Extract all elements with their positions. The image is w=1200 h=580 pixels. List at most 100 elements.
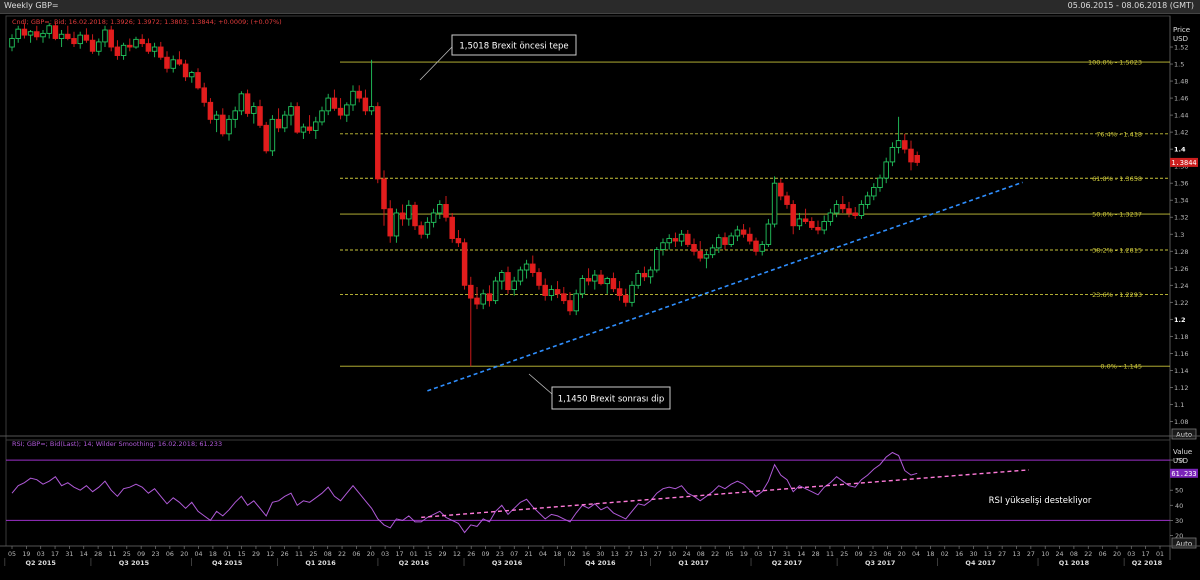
time-quarter-label: Q4 2015 bbox=[212, 559, 243, 567]
candle-body bbox=[635, 272, 641, 286]
candle bbox=[244, 89, 251, 117]
time-day-label: 05 bbox=[8, 551, 16, 558]
candle bbox=[716, 234, 722, 253]
candle bbox=[294, 102, 300, 134]
candle bbox=[350, 85, 356, 111]
time-day-label: 17 bbox=[1142, 551, 1150, 558]
candle bbox=[877, 174, 883, 192]
candle-body bbox=[139, 38, 145, 45]
time-quarter-label: Q2 2015 bbox=[25, 559, 56, 567]
candle bbox=[771, 176, 778, 228]
candle bbox=[598, 270, 604, 286]
fib-level-label: 38.2% - 1.2815 bbox=[1092, 247, 1142, 255]
candle-body bbox=[337, 107, 344, 116]
candle bbox=[623, 288, 629, 307]
fib-label-bg bbox=[1094, 290, 1144, 298]
candle-body bbox=[604, 278, 610, 285]
price-tick-label: 1.5 bbox=[1174, 61, 1184, 69]
candle-body bbox=[641, 272, 648, 278]
annotation-bottom-box bbox=[551, 386, 671, 410]
candle-body bbox=[83, 34, 90, 41]
candle-body bbox=[120, 44, 127, 56]
candle bbox=[740, 224, 747, 238]
time-day-label: 16 bbox=[955, 551, 963, 558]
candle bbox=[703, 251, 710, 269]
candle bbox=[313, 116, 319, 139]
candle bbox=[189, 70, 195, 83]
candle-body bbox=[548, 289, 555, 296]
candle-body bbox=[344, 104, 350, 116]
candle-body bbox=[257, 106, 263, 126]
candle bbox=[561, 287, 567, 305]
candle bbox=[604, 276, 610, 294]
price-tick-label: 1.2 bbox=[1174, 316, 1186, 324]
candle-body bbox=[158, 46, 164, 58]
candle bbox=[96, 38, 102, 56]
time-day-label: 25 bbox=[309, 551, 317, 558]
candle bbox=[300, 123, 307, 139]
candle bbox=[418, 221, 424, 239]
candle-body bbox=[722, 237, 728, 245]
time-day-label: 10 bbox=[668, 551, 676, 558]
time-day-label: 30 bbox=[596, 551, 604, 558]
candle-body bbox=[623, 295, 629, 303]
candle bbox=[46, 23, 52, 39]
candle bbox=[455, 230, 462, 248]
candle bbox=[765, 218, 772, 248]
rsi-auto-button-label: Auto bbox=[1176, 540, 1192, 548]
candle bbox=[660, 238, 666, 256]
time-day-label: 06 bbox=[1099, 551, 1107, 558]
time-day-label: 11 bbox=[108, 551, 116, 558]
candle-body bbox=[201, 87, 207, 103]
time-day-label: 09 bbox=[137, 551, 145, 558]
candle bbox=[697, 241, 703, 262]
candle bbox=[895, 116, 902, 154]
candle bbox=[368, 59, 375, 116]
candle bbox=[499, 270, 505, 290]
price-auto-button[interactable] bbox=[1171, 428, 1197, 440]
time-quarter-label: Q3 2015 bbox=[119, 559, 150, 567]
candle bbox=[592, 270, 598, 290]
candle bbox=[337, 98, 344, 120]
candle-body bbox=[592, 274, 598, 282]
candle-body bbox=[133, 38, 139, 48]
candle bbox=[89, 34, 96, 54]
candle bbox=[114, 40, 121, 60]
price-scale-unit: USD bbox=[1173, 35, 1188, 43]
rsi-auto-button[interactable] bbox=[1171, 537, 1197, 549]
time-day-label: 13 bbox=[984, 551, 992, 558]
time-day-label: 27 bbox=[1027, 551, 1035, 558]
price-tick-label: 1.3 bbox=[1174, 231, 1184, 239]
price-tick-label: 1.1 bbox=[1174, 401, 1184, 409]
candle-body bbox=[356, 90, 362, 99]
candle bbox=[151, 42, 158, 58]
fib-label-bg bbox=[1094, 210, 1144, 218]
candle bbox=[517, 266, 524, 286]
candle bbox=[914, 151, 920, 166]
time-day-label: 10 bbox=[1041, 551, 1049, 558]
candle-body bbox=[672, 238, 679, 242]
candle-body bbox=[77, 34, 83, 45]
candle-body bbox=[282, 114, 288, 129]
time-day-label: 01 bbox=[1156, 551, 1164, 558]
candle bbox=[325, 93, 331, 116]
candle bbox=[133, 36, 139, 49]
time-day-label: 11 bbox=[826, 551, 834, 558]
price-tick-label: 1.28 bbox=[1174, 248, 1188, 256]
price-scale-title: Price bbox=[1173, 26, 1190, 34]
candle-body bbox=[796, 218, 803, 227]
price-tick-label: 1.18 bbox=[1174, 333, 1188, 341]
candle-body bbox=[151, 46, 158, 52]
price-tick-label: 1.26 bbox=[1174, 265, 1188, 273]
candle-body bbox=[691, 244, 697, 252]
time-day-label: 15 bbox=[238, 551, 246, 558]
candle-body bbox=[220, 114, 226, 135]
time-day-label: 19 bbox=[22, 551, 30, 558]
candle-body bbox=[251, 106, 257, 114]
price-tick-label: 1.52 bbox=[1174, 44, 1188, 52]
candle-body bbox=[914, 154, 920, 163]
fib-level-label: 23.6% - 1.2293 bbox=[1092, 291, 1142, 299]
fib-level-label: 0.0% - 1.145 bbox=[1100, 363, 1142, 371]
candle-body bbox=[802, 218, 809, 222]
candle-body bbox=[840, 204, 846, 210]
